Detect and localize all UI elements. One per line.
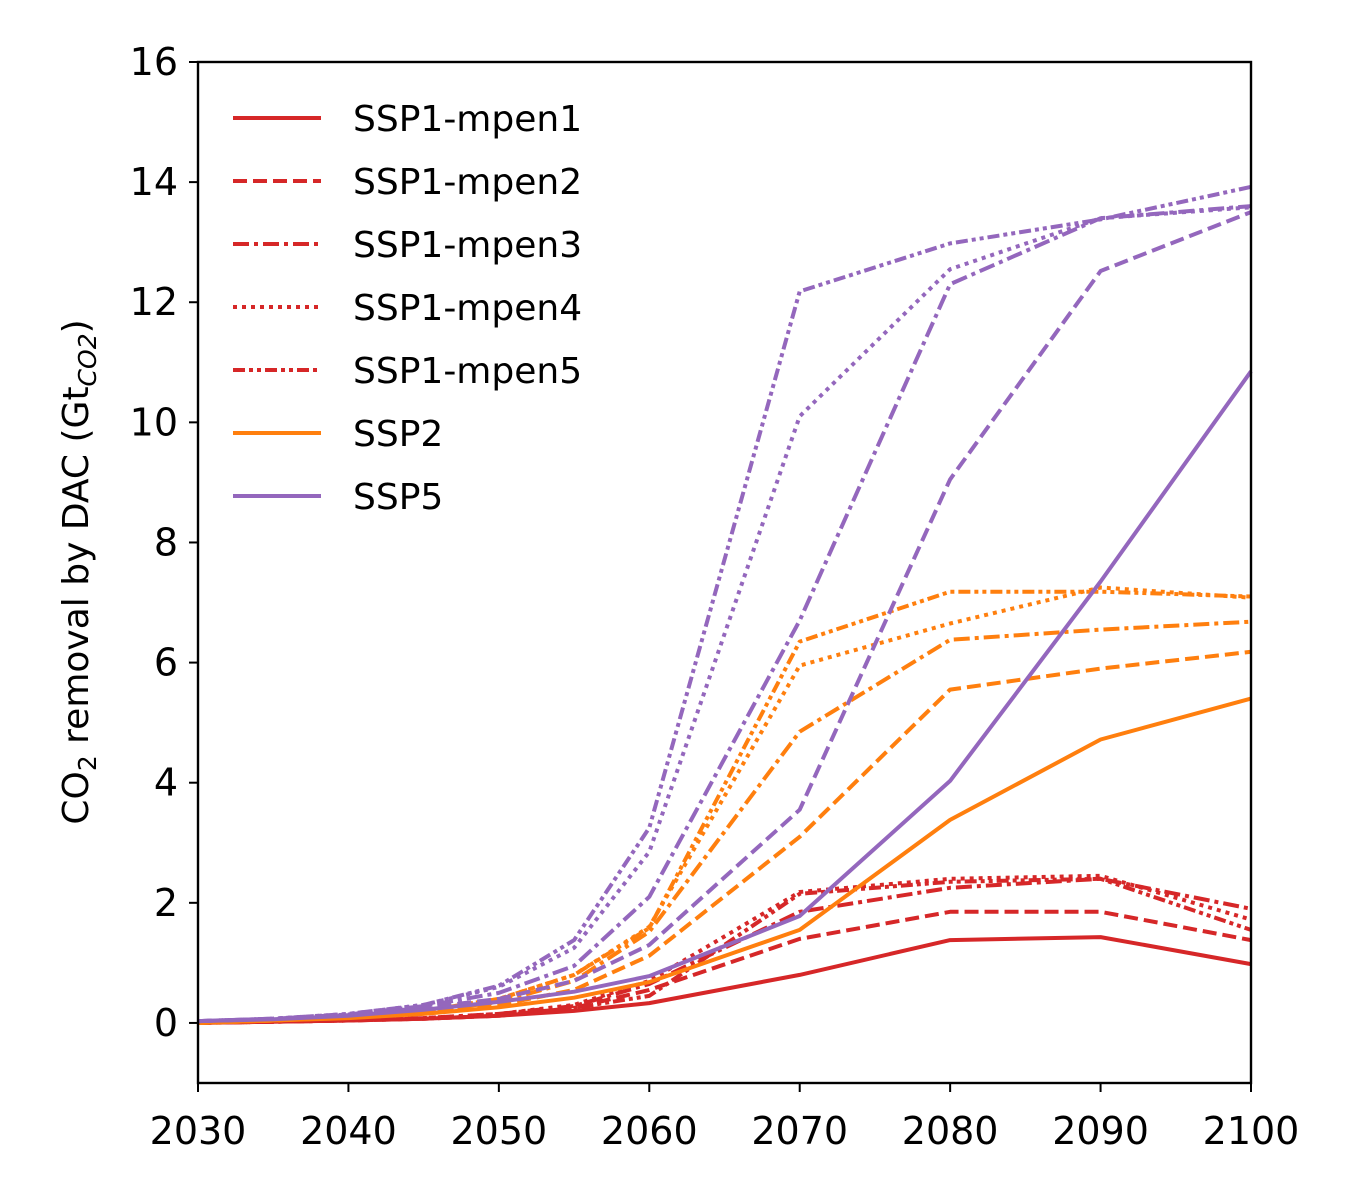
x-tick-label: 2080 — [902, 1109, 999, 1153]
series-line-ssp1-dashed-1 — [197, 909, 1252, 1025]
series-line-ssp2-dashdotdot-9 — [197, 589, 1252, 1025]
y-tick-label: 2 — [154, 881, 178, 925]
y-tick-label: 14 — [130, 160, 178, 204]
series-line-ssp5-dotted-13 — [197, 205, 1252, 1024]
series-line-ssp5-dashdotdot-14 — [197, 184, 1252, 1024]
series-line-ssp2-dashed-6 — [197, 649, 1252, 1025]
series-layer — [197, 184, 1253, 1025]
series-line-ssp2-solid-5 — [197, 696, 1252, 1025]
legend-item-ssp1-mpen4: SSP1-mpen4 — [233, 288, 582, 329]
legend-label: SSP2 — [353, 414, 443, 455]
legend-label: SSP1-mpen3 — [353, 225, 582, 266]
series-line-ssp1-dotted-3 — [197, 873, 1252, 1025]
y-tick-label: 12 — [130, 280, 178, 324]
x-tick-label: 2050 — [450, 1109, 547, 1153]
axis-ticks: 2030 2040 2050 2060 2070 2080 2090 2100 0 2 4 6 8 10 1… — [130, 40, 1300, 1153]
series-line-ssp1-dashdotdot-4 — [197, 876, 1252, 1025]
x-tick-label: 2100 — [1203, 1109, 1300, 1153]
y-tick-label: 8 — [154, 520, 178, 564]
x-tick-label: 2040 — [300, 1109, 397, 1153]
legend-item-ssp5: SSP5 — [233, 477, 443, 518]
legend-item-ssp2: SSP2 — [233, 414, 443, 455]
legend-item-ssp1-mpen2: SSP1-mpen2 — [233, 162, 582, 203]
legend-item-ssp1-mpen1: SSP1-mpen1 — [233, 99, 582, 140]
y-tick-label: 0 — [154, 1001, 178, 1045]
x-tick-label: 2060 — [601, 1109, 698, 1153]
legend-item-ssp1-mpen3: SSP1-mpen3 — [233, 225, 582, 266]
legend-label: SSP1-mpen4 — [353, 288, 582, 329]
series-line-ssp1-dashdot-2 — [197, 876, 1252, 1025]
x-tick-label: 2090 — [1052, 1109, 1149, 1153]
y-axis-label-mid: removal by DAC (Gt — [56, 386, 97, 755]
y-tick-label: 16 — [130, 40, 178, 84]
legend: SSP1-mpen1 SSP1-mpen2 SSP1-mpen3 SSP1-mpen4… — [233, 99, 582, 518]
legend-label: SSP1-mpen1 — [353, 99, 582, 140]
x-tick-label: 2070 — [751, 1109, 848, 1153]
legend-label: SSP1-mpen5 — [353, 351, 582, 392]
series-line-ssp5-dashdot-12 — [197, 204, 1252, 1024]
legend-item-ssp1-mpen5: SSP1-mpen5 — [233, 351, 582, 392]
y-axis-label-main: CO — [56, 771, 97, 824]
y-tick-label: 10 — [130, 400, 178, 444]
y-tick-label: 6 — [154, 641, 178, 685]
series-line-ssp2-dotted-8 — [197, 585, 1252, 1025]
y-axis-label-sub2: CO2 — [73, 333, 102, 386]
series-line-ssp5-dashed-11 — [197, 210, 1252, 1024]
legend-label: SSP1-mpen2 — [353, 162, 582, 203]
legend-label: SSP5 — [353, 477, 443, 518]
y-tick-label: 4 — [154, 761, 178, 805]
y-axis-label-sub1: 2 — [73, 755, 102, 771]
y-axis-label: CO2 removal by DAC (GtCO2) — [56, 319, 102, 824]
series-line-ssp5-solid-10 — [197, 370, 1253, 1024]
y-axis-label-end: ) — [56, 319, 97, 333]
x-tick-label: 2030 — [150, 1109, 247, 1153]
plot-frame — [196, 60, 1253, 1085]
series-line-ssp1-solid-0 — [197, 935, 1252, 1025]
